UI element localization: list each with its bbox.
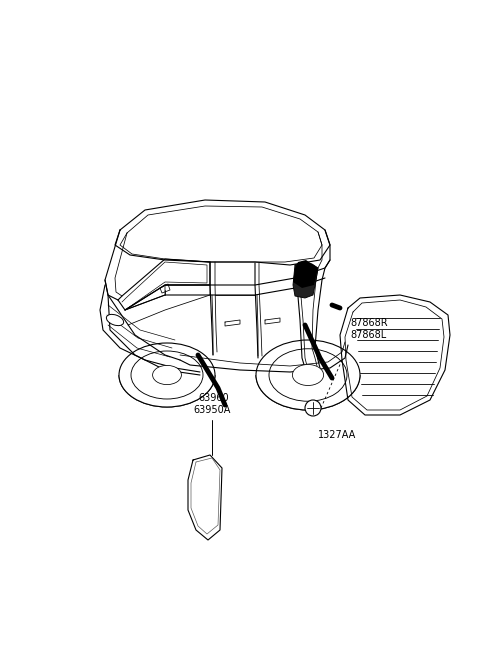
Circle shape	[305, 400, 321, 416]
Ellipse shape	[269, 349, 347, 401]
Ellipse shape	[153, 365, 181, 384]
Polygon shape	[293, 262, 318, 298]
Text: 1327AA: 1327AA	[318, 430, 356, 440]
Text: 63960: 63960	[198, 393, 228, 403]
Text: 87868R: 87868R	[350, 318, 388, 328]
Text: 63950A: 63950A	[193, 405, 230, 415]
Text: 87868L: 87868L	[350, 330, 386, 340]
Ellipse shape	[119, 343, 215, 407]
Ellipse shape	[107, 314, 124, 325]
Ellipse shape	[292, 365, 324, 386]
Ellipse shape	[131, 351, 203, 399]
Ellipse shape	[256, 340, 360, 410]
Polygon shape	[293, 260, 318, 288]
